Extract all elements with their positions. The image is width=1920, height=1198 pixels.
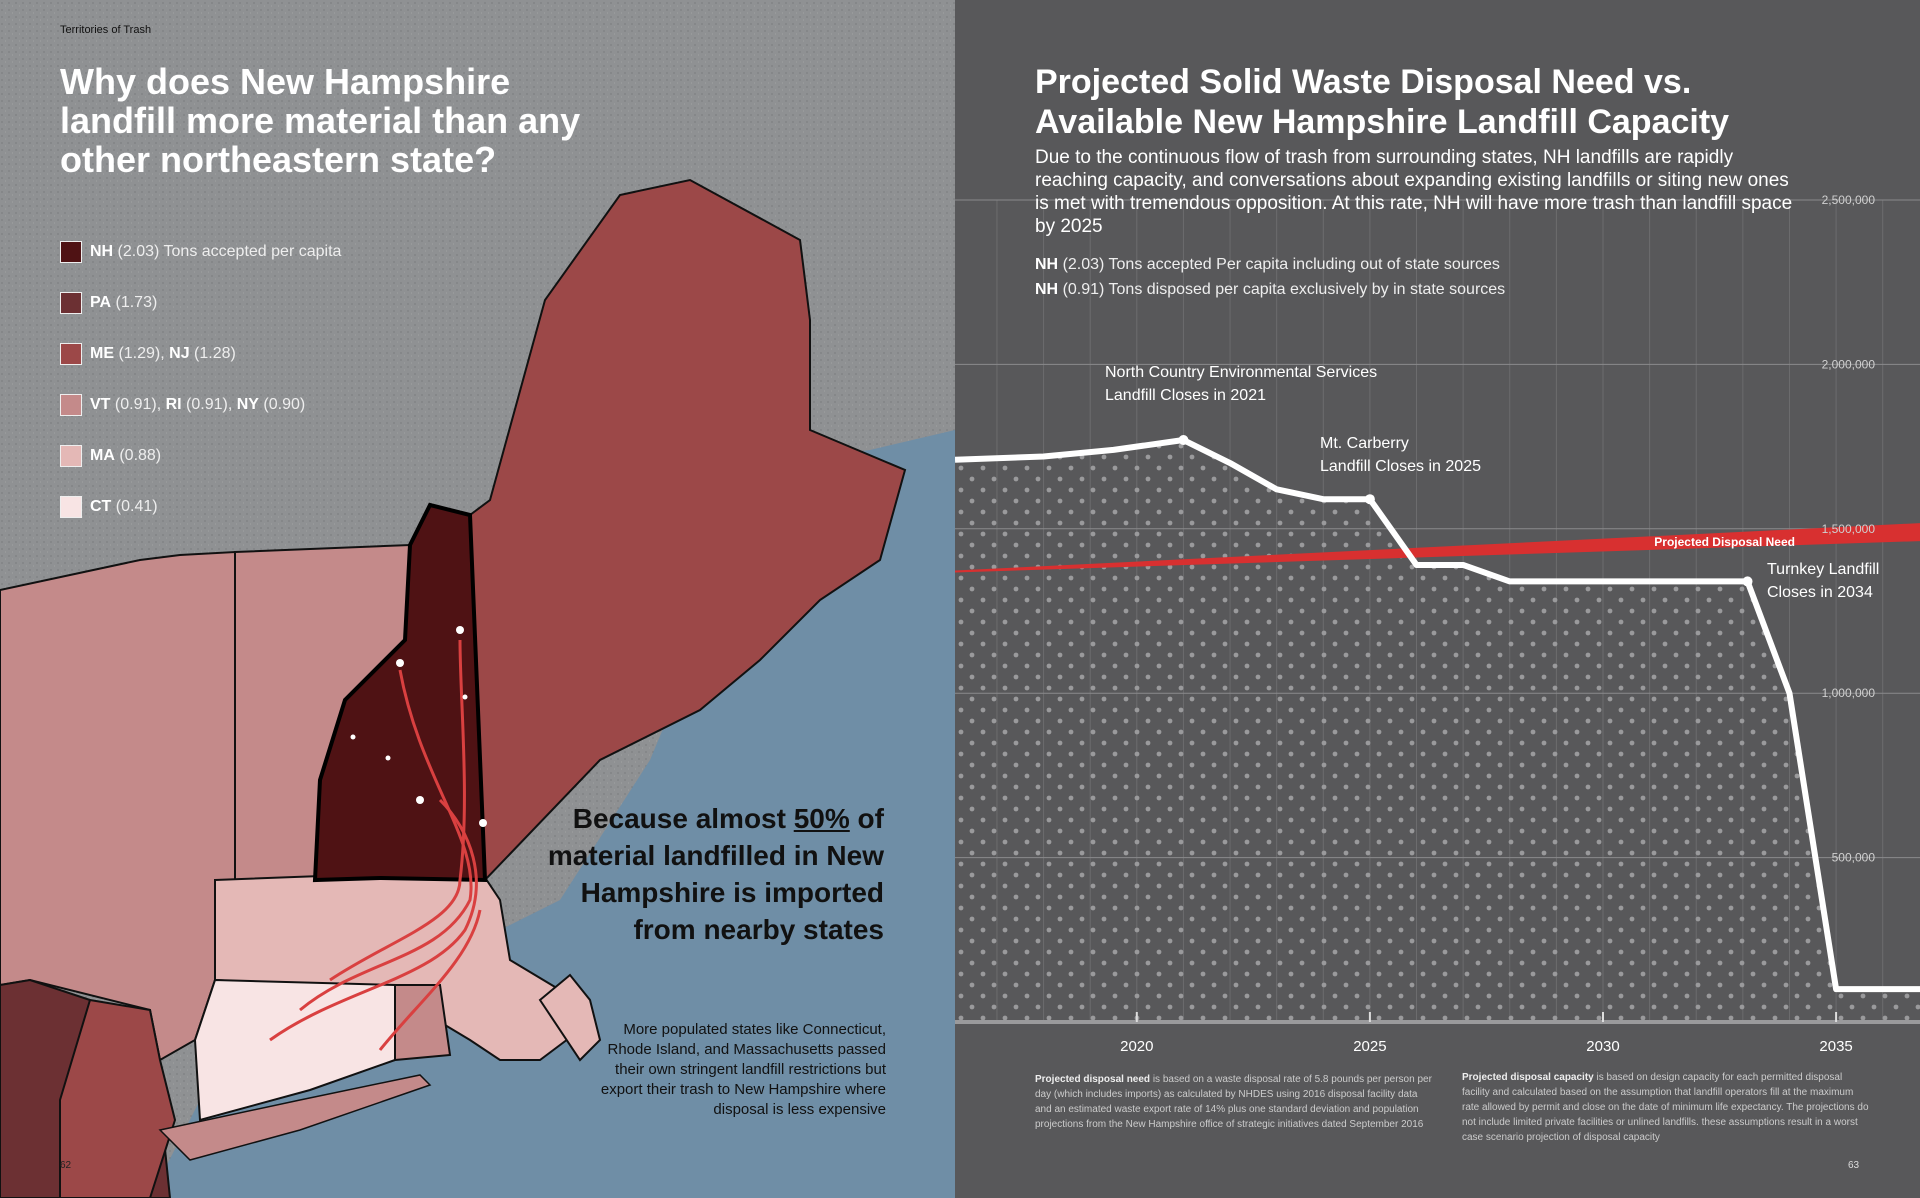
legend-state-abbr: PA [90, 294, 112, 311]
footnote-need-title: Projected disposal need [1035, 1074, 1151, 1085]
callout-text-before: Because almost [572, 803, 794, 834]
legend-state-abbr: ME [90, 345, 114, 362]
stat-disposed-text: Tons disposed per capita exclusively by … [1104, 281, 1506, 298]
capacity-area [955, 440, 1920, 1022]
closure-markers [1178, 435, 1753, 587]
import-callout: Because almost 50% of material landfille… [520, 800, 884, 948]
x-tick-label: 2035 [1819, 1038, 1852, 1055]
stat-accepted-value: (2.03) [1062, 256, 1105, 273]
legend-state-abbr: NJ [169, 345, 190, 362]
long-island [158, 1074, 432, 1161]
running-head: Territories of Trash [60, 24, 152, 36]
x-tick-label: 2025 [1353, 1038, 1386, 1055]
closure-marker [1742, 576, 1753, 587]
chart-description: Due to the continuous flow of trash from… [1035, 147, 1793, 237]
legend-state-value: (0.90) [258, 396, 306, 413]
legend-state-abbr: RI [165, 396, 182, 413]
legend-label: VT (0.91), RI (0.91), NY (0.90) [90, 396, 305, 414]
legend-state-abbr: NH [90, 243, 114, 260]
y-tick-label: 500,000 [1832, 851, 1876, 865]
need-band-label: Projected Disposal Need [1654, 535, 1795, 549]
legend-swatch [60, 445, 82, 467]
legend-label: ME (1.29), NJ (1.28) [90, 345, 236, 363]
legend-state-value: (0.88) [114, 447, 162, 464]
legend-swatch [60, 496, 82, 518]
legend-label: CT (0.41) [90, 498, 158, 516]
legend-state-value: (0.41) [111, 498, 158, 515]
legend-swatch [60, 241, 82, 263]
legend-state-value: (1.28) [189, 345, 236, 362]
legend-state-abbr: NY [236, 396, 259, 413]
legend-suffix: Tons accepted per capita [159, 243, 342, 260]
stat-disposed-abbr: NH [1035, 281, 1059, 298]
callout-text-after: of material landfilled in New Hampshire … [547, 803, 884, 945]
chart-title: Projected Solid Waste Disposal Need vs. … [1035, 63, 1730, 141]
x-axis-ticks: 2020 2025 2030 2035 [1120, 1012, 1853, 1055]
state-ri [394, 984, 452, 1062]
state-nh [312, 502, 488, 883]
page-number-left: 62 [60, 1160, 72, 1171]
footnote-capacity: Projected disposal capacity is based on … [1462, 1070, 1872, 1145]
left-page-title: Why does New Hampshire landfill more mat… [60, 61, 581, 180]
legend-state-value: (0.91), [110, 396, 166, 413]
disposal-need-band [955, 523, 1920, 573]
closure-marker [1364, 494, 1375, 505]
stat-accepted-abbr: NH [1035, 256, 1059, 273]
annotation-north-country: North Country Environmental Services Lan… [1105, 364, 1378, 404]
legend-label: PA (1.73) [90, 294, 157, 312]
legend-swatch [60, 292, 82, 314]
footnote-capacity-text: is based on design capacity for each per… [1462, 1072, 1869, 1143]
x-tick-label: 2020 [1120, 1038, 1153, 1055]
legend-state-abbr: MA [90, 447, 115, 464]
footnote-need: Projected disposal need is based on a wa… [1035, 1072, 1435, 1132]
legend-state-value: (0.91), [181, 396, 237, 413]
legend-state-value: (1.29), [114, 345, 170, 362]
annotation-turnkey: Turnkey Landfill Closes in 2034 [1767, 561, 1880, 601]
trash-flow-arrows [269, 639, 482, 1051]
stat-disposed: NH (0.91) Tons disposed per capita exclu… [1035, 281, 1505, 299]
y-tick-label: 1,500,000 [1822, 522, 1876, 536]
callout-subtext: More populated states like Connecticut, … [600, 1021, 886, 1118]
state-me [469, 178, 907, 882]
y-tick-label: 2,500,000 [1822, 193, 1876, 207]
callout-percentage: 50% [793, 803, 850, 834]
stat-accepted-text: Tons accepted Per capita including out o… [1104, 256, 1500, 273]
capacity-vs-need-chart: 2020 2025 2030 2035 500,000 1,000,000 1,500,0… [955, 193, 1920, 1055]
y-tick-label: 2,000,000 [1822, 357, 1876, 371]
y-tick-label: 1,000,000 [1822, 686, 1876, 700]
footnote-capacity-title: Projected disposal capacity [1462, 1072, 1594, 1083]
annotation-mt-carberry: Mt. Carberry Landfill Closes in 2025 [1320, 435, 1481, 475]
capacity-line [955, 437, 1920, 993]
landfill-markers [350, 626, 487, 827]
right-page: 2020 2025 2030 2035 500,000 1,000,000 1,500,0… [955, 0, 1920, 1198]
footnote-need-text: is based on a waste disposal rate of 5.8… [1035, 1074, 1432, 1130]
y-axis-ticks: 500,000 1,000,000 1,500,000 2,000,000 2,500,… [1822, 193, 1876, 865]
stat-disposed-value: (0.91) [1062, 281, 1105, 298]
state-nj [59, 998, 177, 1198]
northeast-map [0, 0, 955, 1198]
legend-state-abbr: VT [90, 396, 111, 413]
page-number-right: 63 [1848, 1160, 1860, 1171]
cape-cod [538, 973, 602, 1062]
closure-marker [1178, 435, 1189, 446]
legend-state-value: (2.03) [113, 243, 160, 260]
legend-state-value: (1.73) [111, 294, 158, 311]
stat-accepted: NH (2.03) Tons accepted Per capita inclu… [1035, 256, 1500, 274]
x-tick-label: 2030 [1586, 1038, 1619, 1055]
legend-swatch [60, 394, 82, 416]
legend-swatch [60, 343, 82, 365]
legend-label: NH (2.03) Tons accepted per capita [90, 243, 341, 261]
legend-state-abbr: CT [90, 498, 112, 515]
left-page: Territories of Trash Why does New Hampsh… [0, 0, 955, 1198]
legend-label: MA (0.88) [90, 447, 161, 465]
